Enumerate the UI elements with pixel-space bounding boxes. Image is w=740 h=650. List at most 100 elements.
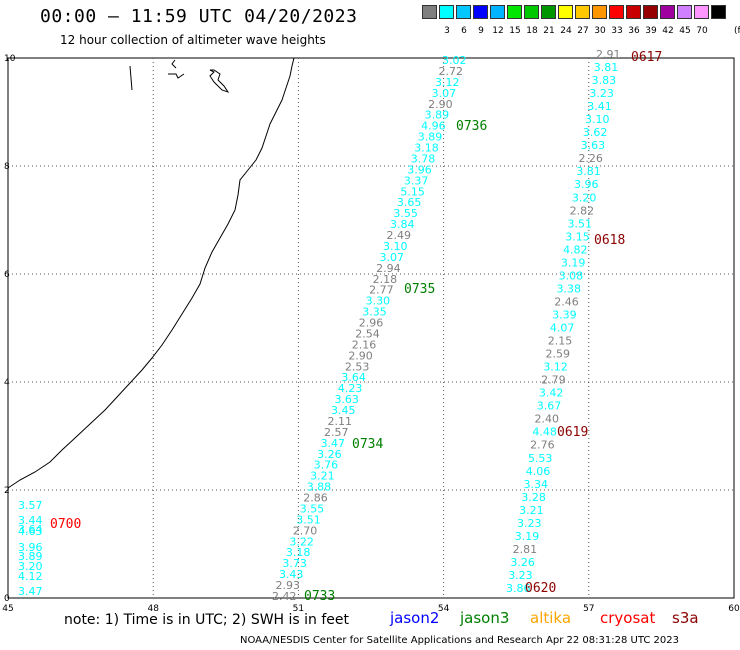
color-swatch — [456, 5, 471, 19]
obs-jason3: 2.72 — [439, 65, 464, 78]
obs-jason3: 3.84 — [390, 218, 415, 231]
obs-jason3: 2.86 — [303, 492, 328, 505]
lat-tick-label: 0 — [4, 594, 10, 604]
color-swatch — [677, 5, 692, 19]
obs-cryosat: 3.38 — [556, 282, 581, 295]
obs-cryosat: 2.76 — [530, 439, 555, 452]
obs-cryosat: 3.08 — [559, 269, 584, 282]
color-swatch — [541, 5, 556, 19]
obs-jason3: 3.07 — [432, 87, 457, 100]
obs-west: 3.47 — [18, 585, 43, 598]
obs-jason3: 2.16 — [352, 338, 377, 351]
legend-satellite-jason2: jason2 — [390, 609, 440, 627]
obs-jason3: 3.02 — [442, 54, 467, 67]
obs-west: 4.63 — [18, 525, 43, 538]
obs-cryosat: 3.20 — [572, 191, 597, 204]
obs-cryosat: 3.63 — [581, 139, 606, 152]
obs-jason3: 3.96 — [407, 163, 432, 176]
track-time-label: 0735 — [404, 282, 435, 297]
lat-tick-label: 8 — [4, 162, 10, 172]
obs-jason3: 3.88 — [307, 481, 332, 494]
obs-cryosat: 3.39 — [552, 308, 577, 321]
obs-jason3: 3.35 — [362, 306, 387, 319]
obs-cryosat: 4.82 — [563, 243, 588, 256]
color-swatch — [626, 5, 641, 19]
obs-jason3: 2.11 — [328, 415, 353, 428]
lon-tick-label: 48 — [147, 604, 159, 614]
obs-jason3: 3.55 — [393, 207, 418, 220]
obs-west: 3.96 — [18, 541, 43, 554]
obs-cryosat: 3.81 — [576, 165, 601, 178]
obs-jason3: 3.47 — [321, 437, 346, 450]
obs-cryosat: 2.40 — [535, 413, 560, 426]
obs-jason3: 2.53 — [345, 360, 370, 373]
obs-cryosat: 2.82 — [570, 204, 595, 217]
color-swatch — [694, 5, 709, 19]
obs-jason3: 3.18 — [286, 546, 311, 559]
obs-jason3: 3.76 — [314, 459, 339, 472]
obs-jason3: 2.90 — [348, 349, 373, 362]
obs-cryosat: 3.23 — [508, 569, 533, 582]
lat-tick-label: 10 — [4, 54, 16, 64]
obs-cryosat: 3.42 — [539, 387, 564, 400]
obs-jason3: 4.96 — [421, 120, 446, 133]
obs-jason3: 3.37 — [404, 174, 429, 187]
obs-jason3: 3.12 — [435, 76, 460, 89]
color-scale-label: 18 — [526, 26, 538, 36]
color-swatch — [422, 5, 437, 19]
obs-jason3: 3.73 — [282, 557, 307, 570]
lon-tick-label: 45 — [2, 604, 13, 614]
obs-cryosat: 3.86 — [506, 582, 531, 595]
somalia-coastline — [7, 57, 295, 489]
obs-cryosat: 3.19 — [515, 530, 540, 543]
obs-jason3: 2.90 — [428, 98, 453, 111]
obs-jason3: 2.49 — [386, 229, 411, 242]
obs-jason3: 3.18 — [414, 142, 439, 155]
obs-cryosat: 2.26 — [578, 152, 603, 165]
obs-jason3: 3.89 — [425, 109, 450, 122]
island-north-3 — [209, 69, 230, 93]
track-time-label: 0618 — [594, 233, 625, 248]
color-scale-label: 33 — [611, 26, 623, 36]
obs-jason3: 4.23 — [338, 382, 363, 395]
obs-cryosat: 3.10 — [585, 113, 610, 126]
obs-jason3: 3.43 — [279, 568, 304, 581]
obs-jason3: 3.21 — [310, 470, 335, 483]
color-swatch — [473, 5, 488, 19]
color-swatch — [575, 5, 590, 19]
obs-west: 3.89 — [18, 550, 43, 563]
obs-jason3: 3.22 — [289, 535, 314, 548]
obs-cryosat: 3.83 — [592, 74, 617, 87]
map-subtitle: 12 hour collection of altimeter wave hei… — [60, 33, 326, 47]
obs-cryosat: 3.23 — [517, 517, 542, 530]
obs-jason3: 3.30 — [366, 295, 391, 308]
obs-jason3: 2.42 — [272, 590, 297, 603]
legend-satellite-s3a: s3a — [672, 609, 699, 627]
lat-tick-label: 6 — [4, 270, 10, 280]
color-swatch — [592, 5, 607, 19]
obs-jason3: 2.93 — [275, 579, 300, 592]
map-title: 00:00 – 11:59 UTC 04/20/2023 — [40, 6, 358, 27]
legend-satellite-jason3: jason3 — [460, 609, 510, 627]
obs-west: 3.20 — [18, 560, 43, 573]
legend-satellite-cryosat: cryosat — [600, 609, 656, 627]
credit-line: NOAA/NESDIS Center for Satellite Applica… — [240, 635, 679, 646]
color-swatch — [524, 5, 539, 19]
color-scale-label: 45 — [679, 26, 691, 36]
obs-jason3: 5.15 — [400, 185, 425, 198]
obs-jason3: 3.63 — [334, 393, 359, 406]
obs-cryosat: 2.79 — [541, 374, 566, 387]
lon-tick-label: 51 — [293, 604, 304, 614]
obs-jason3: 2.96 — [359, 317, 384, 330]
island-north-1 — [129, 65, 133, 91]
obs-jason3: 3.55 — [300, 502, 325, 515]
track-time-label: 0734 — [352, 437, 383, 452]
lon-tick-label: 60 — [728, 604, 740, 614]
obs-cryosat: 3.19 — [561, 256, 586, 269]
map-grid — [8, 58, 734, 598]
color-scale-label: 70 — [696, 26, 708, 36]
obs-cryosat: 4.06 — [526, 465, 551, 478]
obs-cryosat: 3.41 — [587, 100, 612, 113]
obs-west: 3.64 — [18, 523, 43, 536]
color-swatch — [490, 5, 505, 19]
